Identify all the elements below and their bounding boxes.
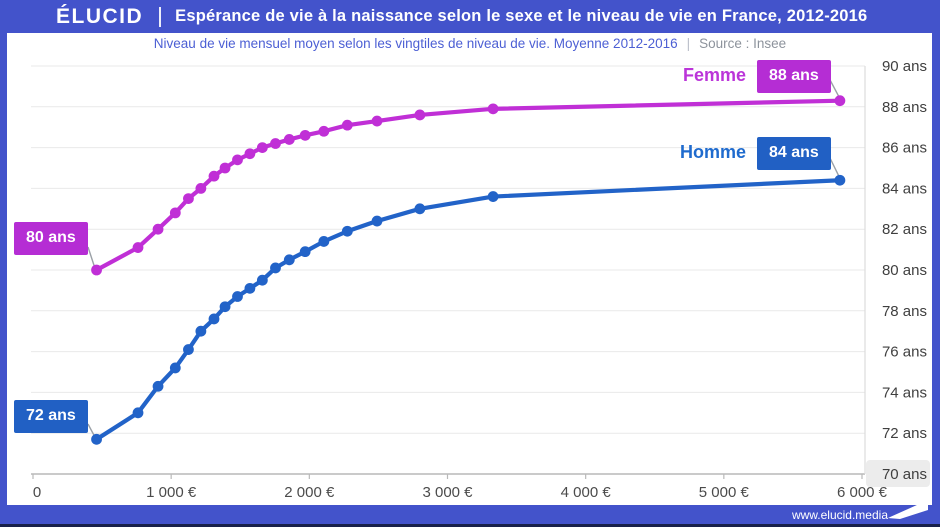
data-point-femme-12 [270, 138, 281, 149]
y-tick-label-78: 78 ans [882, 303, 927, 320]
connector-homme-start [87, 423, 96, 437]
footer-url: www.elucid.media [791, 507, 888, 522]
data-point-homme-12 [270, 262, 281, 274]
brand-logo: ÉLUCID [56, 4, 144, 28]
series-line-homme [94, 178, 842, 442]
data-point-femme-11 [256, 142, 268, 154]
y-tick-label-82: 82 ans [882, 221, 927, 238]
data-point-femme-2 [132, 242, 144, 253]
header-divider [159, 6, 162, 27]
y-tick-label-76: 76 ans [882, 344, 927, 361]
y-tick-label-72: 72 ans [882, 425, 927, 442]
data-point-homme-9 [232, 291, 243, 302]
data-point-femme-6 [195, 183, 207, 194]
header-bar: ÉLUCID Espérance de vie à la naissance s… [0, 0, 940, 33]
y-tick-label-86: 86 ans [882, 140, 927, 157]
data-point-femme-13 [283, 134, 295, 145]
x-tick-label-4000: 4 000 € [561, 484, 612, 501]
data-point-homme-8 [219, 301, 231, 313]
chart-subtitle: Niveau de vie mensuel moyen selon les vi… [153, 36, 678, 51]
data-point-homme-11 [256, 274, 268, 286]
data-point-homme-2 [132, 407, 144, 419]
data-point-homme-3 [152, 380, 164, 392]
y-tick-label-70: 70 ans [882, 466, 927, 483]
flag-pennant-icon [888, 500, 928, 519]
page-title: Espérance de vie à la naissance selon le… [175, 7, 868, 25]
x-tick-label-5000: 5 000 € [699, 484, 750, 501]
series-label-homme: Homme [679, 142, 746, 162]
x-tick-label-2000: 2 000 € [284, 484, 335, 501]
data-point-femme-4 [169, 207, 181, 219]
x-tick-label-1000: 1 000 € [146, 484, 197, 501]
data-point-femme-9 [232, 154, 243, 166]
source-label: Source : Insee [699, 36, 787, 51]
y-label-highlight [866, 460, 930, 487]
data-point-homme-20 [834, 174, 846, 186]
y-tick-label-84: 84 ans [882, 180, 927, 197]
data-point-homme-15 [318, 236, 330, 247]
data-point-femme-10 [244, 148, 256, 160]
callout-homme-end: 84 ans [757, 137, 831, 170]
x-tick-label-0: 0 [33, 484, 41, 501]
data-point-homme-7 [208, 313, 220, 325]
data-point-femme-20 [834, 95, 846, 107]
subtitle-separator: | [686, 36, 691, 51]
data-point-homme-10 [244, 282, 256, 294]
right-border [932, 0, 940, 527]
y-tick-label-80: 80 ans [882, 262, 927, 279]
subtitle-row: Niveau de vie mensuel moyen selon les vi… [0, 36, 940, 51]
data-point-femme-19 [487, 103, 499, 115]
series-label-femme: Femme [682, 65, 746, 85]
data-point-femme-15 [318, 125, 330, 137]
connector-femme-start [87, 246, 96, 268]
y-tick-label-74: 74 ans [882, 384, 927, 401]
data-point-homme-16 [341, 225, 353, 237]
data-point-homme-4 [169, 362, 181, 374]
y-tick-label-88: 88 ans [882, 99, 927, 116]
data-point-homme-13 [283, 254, 295, 266]
data-point-homme-18 [414, 203, 426, 215]
bottom-edge-line [0, 524, 940, 527]
data-point-homme-19 [487, 191, 499, 202]
data-point-femme-7 [208, 170, 220, 182]
data-point-homme-5 [183, 344, 194, 355]
footer-bar: www.elucid.media [0, 505, 940, 524]
data-point-homme-17 [371, 215, 383, 227]
callout-femme-end: 88 ans [757, 60, 831, 93]
data-point-femme-5 [183, 193, 194, 205]
data-point-homme-1 [91, 433, 102, 445]
data-point-femme-14 [299, 129, 311, 141]
data-point-femme-18 [414, 109, 426, 121]
data-point-femme-3 [152, 223, 164, 235]
data-point-femme-17 [371, 115, 383, 127]
x-tick-label-6000: 6 000 € [837, 484, 888, 501]
left-border [0, 0, 7, 527]
data-point-femme-8 [219, 162, 231, 174]
data-point-femme-16 [341, 119, 353, 131]
data-point-homme-6 [195, 325, 207, 337]
callout-femme-start: 80 ans [14, 222, 88, 255]
y-tick-label-90: 90 ans [882, 58, 927, 75]
x-tick-label-3000: 3 000 € [422, 484, 473, 501]
data-point-homme-14 [299, 246, 311, 258]
data-point-femme-1 [91, 264, 102, 276]
callout-homme-start: 72 ans [14, 400, 88, 433]
